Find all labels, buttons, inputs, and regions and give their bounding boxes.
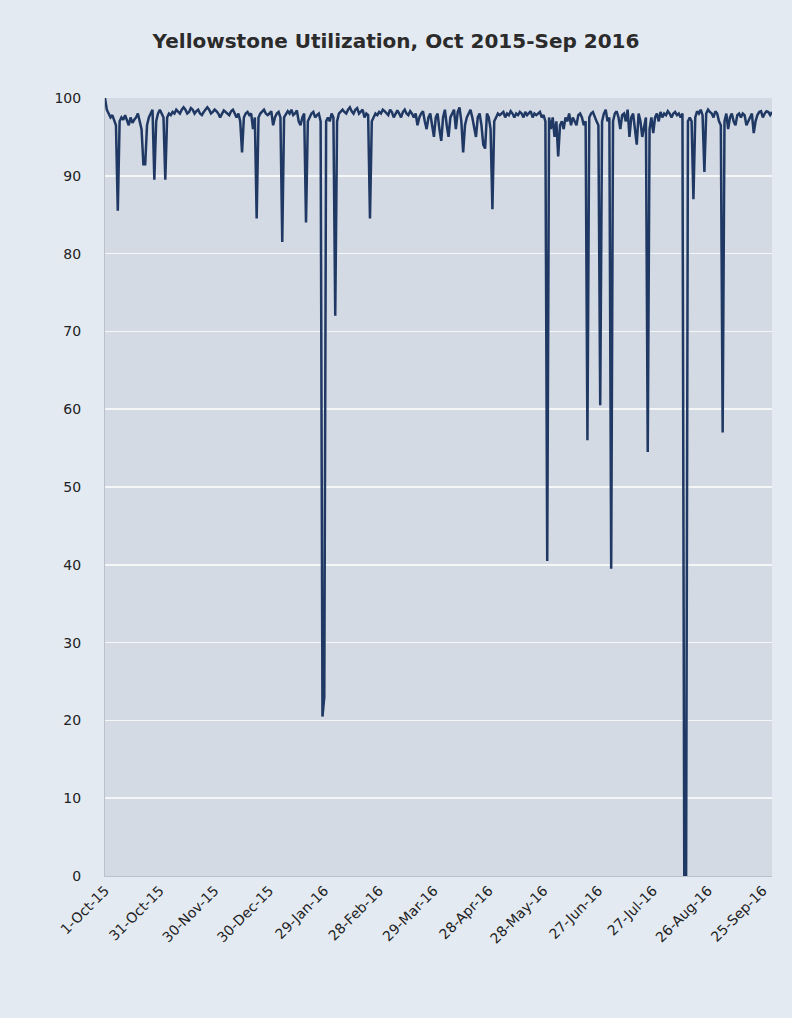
svg-text:90: 90 — [63, 168, 81, 184]
svg-text:40: 40 — [63, 557, 81, 573]
svg-text:80: 80 — [63, 246, 81, 262]
svg-text:30-Nov-15: 30-Nov-15 — [159, 883, 222, 946]
svg-text:0: 0 — [72, 868, 81, 884]
svg-text:27-Jun-16: 27-Jun-16 — [546, 882, 606, 942]
svg-text:28-Apr-16: 28-Apr-16 — [436, 882, 496, 942]
svg-text:29-Mar-16: 29-Mar-16 — [379, 883, 441, 945]
svg-text:1-Oct-15: 1-Oct-15 — [57, 883, 112, 938]
svg-text:50: 50 — [63, 479, 81, 495]
svg-text:28-Feb-16: 28-Feb-16 — [325, 883, 386, 944]
svg-text:25-Sep-16: 25-Sep-16 — [708, 882, 770, 944]
svg-text:28-May-16: 28-May-16 — [487, 882, 551, 946]
svg-text:30: 30 — [63, 635, 81, 651]
svg-text:26-Aug-16: 26-Aug-16 — [652, 882, 715, 945]
svg-text:27-Jul-16: 27-Jul-16 — [604, 882, 660, 938]
svg-text:60: 60 — [63, 401, 81, 417]
svg-text:100: 100 — [54, 90, 81, 106]
svg-text:Yellowstone Utilization, Oct 2: Yellowstone Utilization, Oct 2015-Sep 20… — [152, 29, 640, 53]
svg-text:20: 20 — [63, 712, 81, 728]
svg-text:70: 70 — [63, 323, 81, 339]
svg-text:30-Dec-15: 30-Dec-15 — [214, 883, 277, 946]
svg-text:29-Jan-16: 29-Jan-16 — [272, 882, 332, 942]
svg-text:10: 10 — [63, 790, 81, 806]
svg-text:31-Oct-15: 31-Oct-15 — [106, 883, 167, 944]
